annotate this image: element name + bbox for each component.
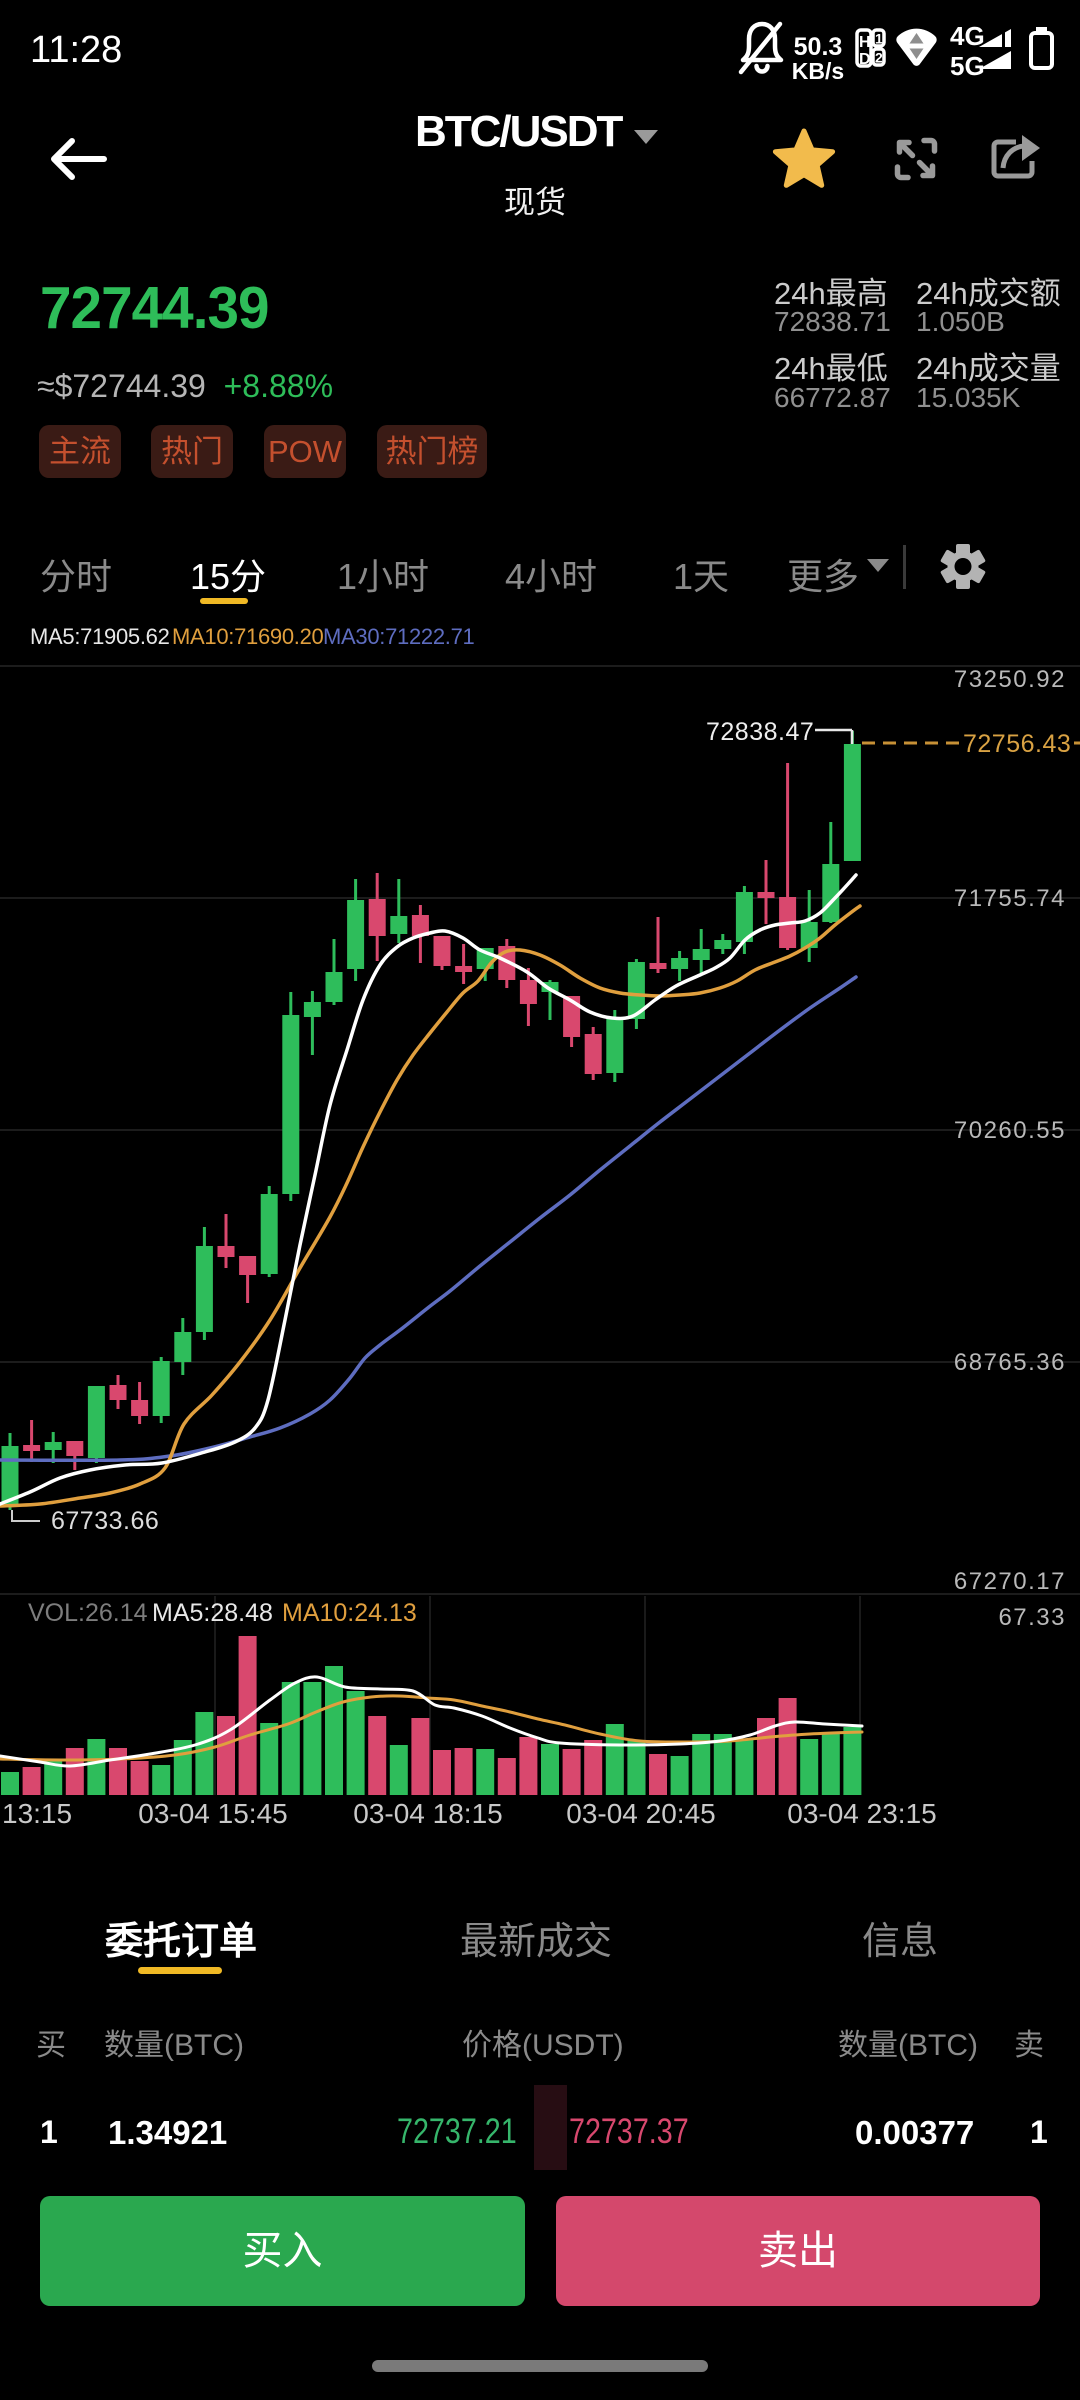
svg-text:71755.74: 71755.74 (954, 885, 1066, 912)
svg-text:2: 2 (875, 50, 883, 66)
svg-text:03-04 18:15: 03-04 18:15 (353, 1798, 502, 1829)
svg-text:72756.43: 72756.43 (963, 730, 1071, 758)
svg-text:4G: 4G (950, 21, 985, 51)
svg-text:03-04 20:45: 03-04 20:45 (566, 1798, 715, 1829)
svg-text:70260.55: 70260.55 (954, 1117, 1066, 1144)
svg-text:73250.92: 73250.92 (954, 666, 1066, 693)
svg-text:D: D (859, 51, 871, 68)
svg-text:MA5:28.48: MA5:28.48 (152, 1599, 273, 1627)
svg-text:72838.47: 72838.47 (706, 718, 814, 746)
svg-text:H: H (859, 34, 871, 51)
svg-text:03-04 15:45: 03-04 15:45 (138, 1798, 287, 1829)
svg-text:1: 1 (875, 31, 883, 47)
svg-text:67.33: 67.33 (998, 1604, 1066, 1631)
svg-text:5G: 5G (950, 51, 985, 81)
svg-text:MA10:24.13: MA10:24.13 (282, 1599, 417, 1627)
svg-text:VOL:26.14: VOL:26.14 (28, 1599, 148, 1627)
svg-text:KB/s: KB/s (792, 58, 844, 84)
svg-text:67270.17: 67270.17 (954, 1568, 1066, 1595)
svg-text:68765.36: 68765.36 (954, 1349, 1066, 1376)
svg-text:67733.66: 67733.66 (51, 1507, 159, 1535)
svg-text:13:15: 13:15 (2, 1798, 72, 1829)
svg-text:03-04 23:15: 03-04 23:15 (787, 1798, 936, 1829)
svg-text:50.3: 50.3 (794, 33, 843, 61)
